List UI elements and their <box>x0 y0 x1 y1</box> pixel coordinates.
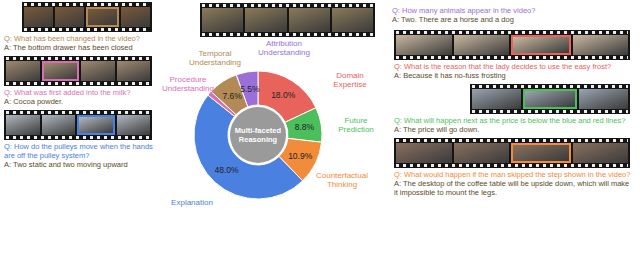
html-text:Multi-faceted Reasoning: Multi-faceted Reasoning <box>234 126 282 144</box>
svg-text:18.0%: 18.0% <box>271 90 296 100</box>
html-text:Explanation: Explanation <box>171 197 213 207</box>
html-text:Q: What has been changed in th: Q: What has been changed in the video? <box>4 34 140 43</box>
html-text:A: The price will go down.: A: The price will go down. <box>394 125 480 134</box>
html-text:Counterfactual Thinking: Counterfactual Thinking <box>316 171 368 189</box>
html-text:Temporal Understanding: Temporal Understanding <box>189 49 241 67</box>
html-text:A: Cocoa powder.: A: Cocoa powder. <box>4 97 64 106</box>
html-text:A: The desktop of the coffee t: A: The desktop of the coffee table will … <box>394 179 630 197</box>
html-text:Q: What would happen if the ma: Q: What would happen if the man skipped … <box>394 170 631 179</box>
html-text:A: The bottom drawer has been: A: The bottom drawer has been closed <box>4 43 133 52</box>
html-text:Q: What will happen next as th: Q: What will happen next as the price is… <box>394 116 626 125</box>
html-text:Q: What is the reason that the: Q: What is the reason that the lady deci… <box>394 62 612 71</box>
html-text:Q: How do the pulleys move whe: Q: How do the pulleys move when the hand… <box>4 142 153 160</box>
html-text:Future Prediction: Future Prediction <box>338 116 374 134</box>
html-text:Q: What was first added into t: Q: What was first added into the milk? <box>4 88 131 97</box>
html-text:Procedure Understanding: Procedure Understanding <box>162 75 214 93</box>
svg-text:10.9%: 10.9% <box>288 151 313 161</box>
html-text:A: Two static and two moving u: A: Two static and two moving upward <box>4 160 128 169</box>
html-text:Domain Expertise: Domain Expertise <box>333 71 367 89</box>
html-text:Attribution Understanding: Attribution Understanding <box>258 39 310 57</box>
html-text:A: Two. There are a horse and: A: Two. There are a horse and a dog <box>392 15 514 24</box>
svg-text:8.8%: 8.8% <box>295 122 315 132</box>
svg-text:48.0%: 48.0% <box>214 165 239 175</box>
html-text:Q: How many animals appear in: Q: How many animals appear in the video? <box>392 6 536 15</box>
html-text:A: Because it has no-fuss fros: A: Because it has no-fuss frosting <box>394 71 506 80</box>
svg-text:7.6%: 7.6% <box>222 91 242 101</box>
svg-text:5.5%: 5.5% <box>240 84 260 94</box>
